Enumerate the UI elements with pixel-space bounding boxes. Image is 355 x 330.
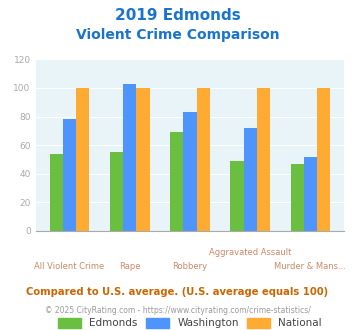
- Legend: Edmonds, Washington, National: Edmonds, Washington, National: [54, 314, 326, 330]
- Bar: [230, 161, 244, 231]
- Bar: [136, 88, 149, 231]
- Text: Compared to U.S. average. (U.S. average equals 100): Compared to U.S. average. (U.S. average …: [26, 287, 329, 297]
- Bar: [257, 88, 270, 231]
- Bar: [76, 88, 89, 231]
- Bar: [170, 132, 183, 231]
- Text: Rape: Rape: [119, 262, 141, 271]
- Text: Violent Crime Comparison: Violent Crime Comparison: [76, 28, 279, 42]
- Bar: [123, 84, 136, 231]
- Bar: [290, 164, 304, 231]
- Bar: [183, 112, 197, 231]
- Text: © 2025 CityRating.com - https://www.cityrating.com/crime-statistics/: © 2025 CityRating.com - https://www.city…: [45, 306, 310, 315]
- Bar: [63, 119, 76, 231]
- Bar: [197, 88, 210, 231]
- Text: Robbery: Robbery: [173, 262, 207, 271]
- Bar: [244, 128, 257, 231]
- Bar: [50, 154, 63, 231]
- Text: 2019 Edmonds: 2019 Edmonds: [115, 8, 240, 23]
- Text: Aggravated Assault: Aggravated Assault: [209, 248, 291, 257]
- Bar: [110, 152, 123, 231]
- Bar: [304, 157, 317, 231]
- Text: Murder & Mans...: Murder & Mans...: [274, 262, 346, 271]
- Bar: [317, 88, 330, 231]
- Text: All Violent Crime: All Violent Crime: [34, 262, 104, 271]
